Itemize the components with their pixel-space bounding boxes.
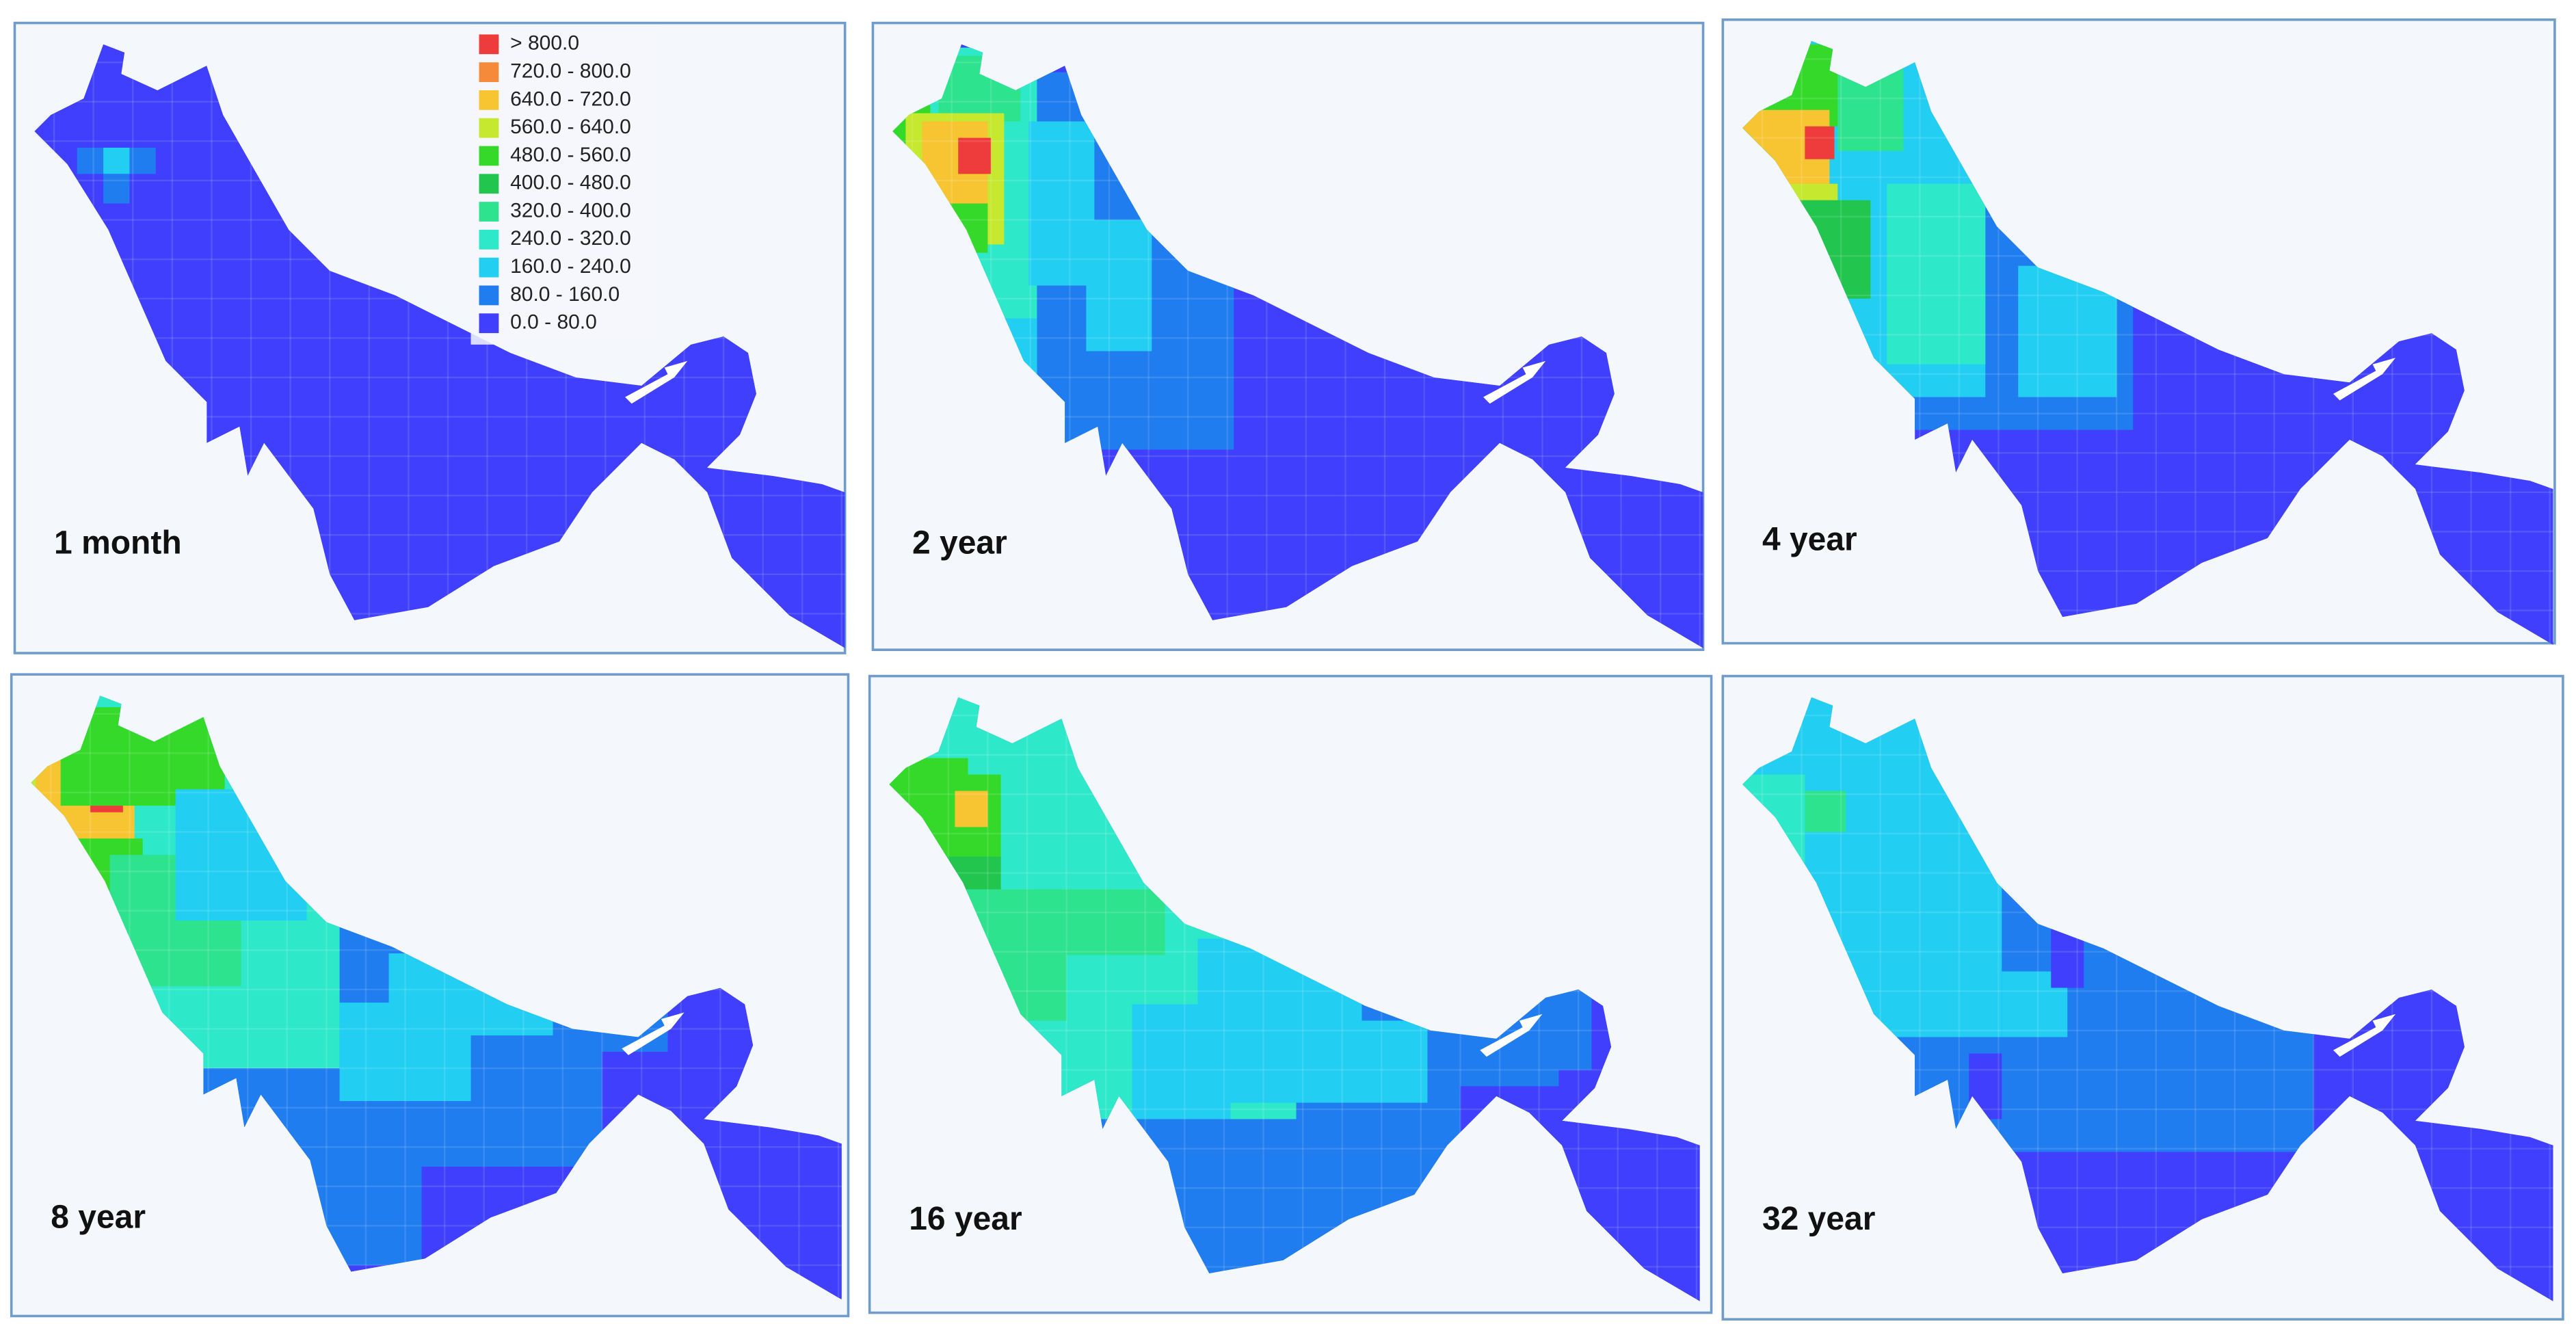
concentration-cell	[103, 147, 130, 174]
concentration-cell	[103, 174, 130, 204]
gulf-water	[34, 44, 845, 648]
legend-label: 480.0 - 560.0	[510, 144, 631, 166]
concentration-cell	[1033, 889, 1165, 955]
island	[1483, 360, 1546, 404]
map-panel: 16 year	[868, 674, 1713, 1314]
concentration-cell	[1887, 183, 1986, 364]
legend-swatch	[479, 90, 499, 110]
concentration-cell	[77, 147, 104, 174]
legend-label: 160.0 - 240.0	[510, 255, 631, 278]
concentration-cell	[1805, 791, 1846, 832]
panel-label: 16 year	[909, 1201, 1022, 1237]
panel-label: 2 year	[912, 525, 1007, 561]
island	[1480, 1013, 1543, 1057]
legend-swatch	[479, 34, 499, 55]
legend-swatch	[479, 62, 499, 82]
island	[2333, 358, 2396, 401]
legend-label: 640.0 - 720.0	[510, 88, 631, 110]
concentration-cell	[1329, 1020, 1428, 1103]
legend-swatch	[479, 285, 499, 306]
legend-swatch	[479, 174, 499, 194]
panel-label: 1 month	[54, 525, 182, 561]
concentration-cell	[1132, 1004, 1231, 1119]
map-panel: 2 year	[871, 21, 1705, 652]
island	[625, 360, 688, 404]
legend-swatch	[479, 146, 499, 166]
legend-swatch	[479, 118, 499, 138]
concentration-cell	[129, 147, 156, 174]
legend-box	[470, 26, 665, 345]
concentration-cell	[958, 137, 992, 174]
legend-label: 400.0 - 480.0	[510, 172, 631, 194]
legend-swatch	[479, 313, 499, 334]
island	[2333, 1013, 2396, 1057]
panel-label: 32 year	[1762, 1201, 1875, 1237]
map-panel: 1 month > 800.0 720.0 - 800.0 640.0 - 720.0…	[13, 21, 847, 654]
legend-label: 0.0 - 80.0	[510, 311, 597, 334]
map-panel: 8 year	[10, 673, 850, 1318]
island	[622, 1012, 685, 1055]
legend-swatch	[479, 202, 499, 222]
legend-label: > 800.0	[510, 32, 579, 55]
legend-label: 80.0 - 160.0	[510, 283, 620, 306]
legend-swatch	[479, 257, 499, 278]
concentration-cell	[1805, 126, 1835, 159]
legend-label: 560.0 - 640.0	[510, 116, 631, 138]
panel-label: 8 year	[51, 1199, 146, 1236]
map-panel: 32 year	[1721, 674, 2564, 1321]
legend-label: 320.0 - 400.0	[510, 199, 631, 222]
concentration-cell	[1086, 220, 1152, 352]
legend-label: 240.0 - 320.0	[510, 227, 631, 250]
concentration-cell	[1887, 922, 1953, 988]
concentration-cell	[955, 791, 988, 827]
panel-label: 4 year	[1762, 522, 1857, 558]
legend-swatch	[479, 229, 499, 250]
concentration-cell	[1028, 121, 1095, 286]
map-panel: 4 year	[1721, 18, 2556, 646]
legend-label: 720.0 - 800.0	[510, 60, 631, 83]
panels: 1 month > 800.0 720.0 - 800.0 640.0 - 720.0…	[10, 18, 2564, 1321]
